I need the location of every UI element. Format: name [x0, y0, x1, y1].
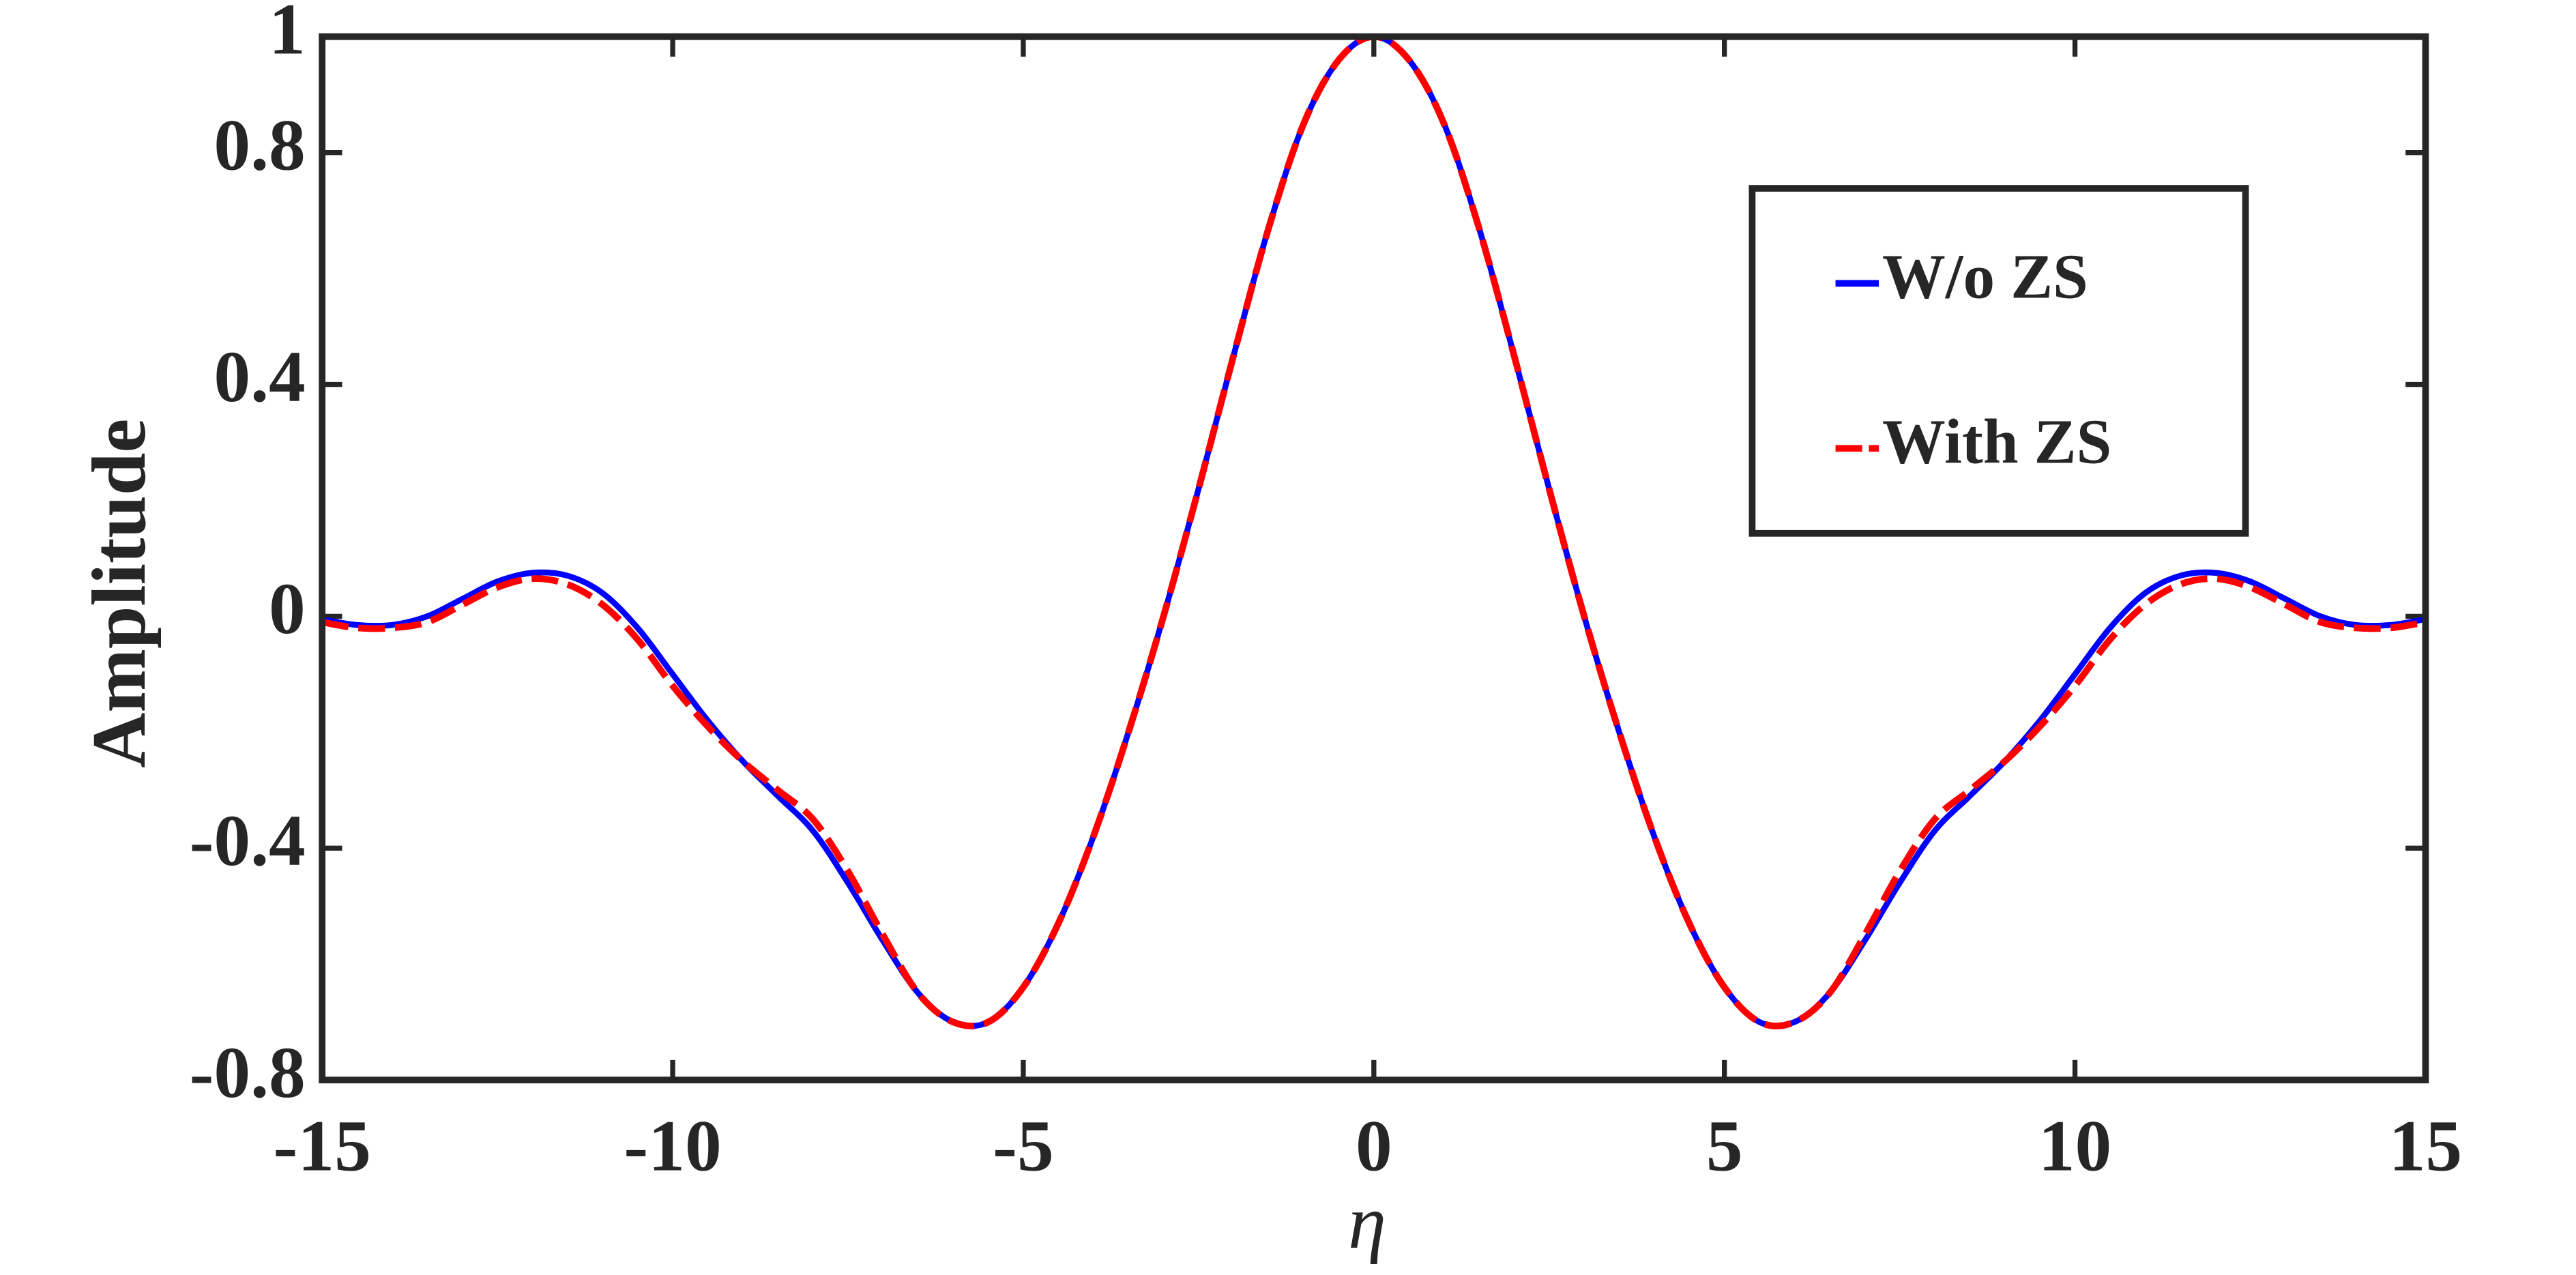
x-tick-label: 5 — [1706, 1105, 1743, 1186]
y-tick-label: -0.8 — [190, 1032, 306, 1113]
y-tick-label: 0.8 — [214, 104, 305, 186]
y-tick-label: 0 — [269, 568, 306, 649]
x-tick-label: 15 — [2389, 1105, 2462, 1186]
y-tick-label: 0.4 — [214, 336, 305, 417]
x-tick-label: 0 — [1356, 1105, 1392, 1186]
x-tick-label: -15 — [274, 1105, 371, 1186]
y-axis-label: Amplitude — [77, 419, 162, 768]
x-tick-label: -10 — [624, 1105, 721, 1186]
plot-frame — [319, 33, 2429, 1084]
x-axis-label: η — [1348, 1180, 1386, 1265]
y-tick-label: 1 — [269, 0, 306, 70]
legend-label: W/o ZS — [1882, 242, 2088, 312]
legend-box — [1748, 185, 2249, 537]
y-tick-label: -0.4 — [190, 800, 306, 881]
x-tick-label: 10 — [2038, 1105, 2111, 1186]
legend-label: With ZS — [1882, 407, 2111, 478]
x-tick-label: -5 — [993, 1105, 1054, 1186]
